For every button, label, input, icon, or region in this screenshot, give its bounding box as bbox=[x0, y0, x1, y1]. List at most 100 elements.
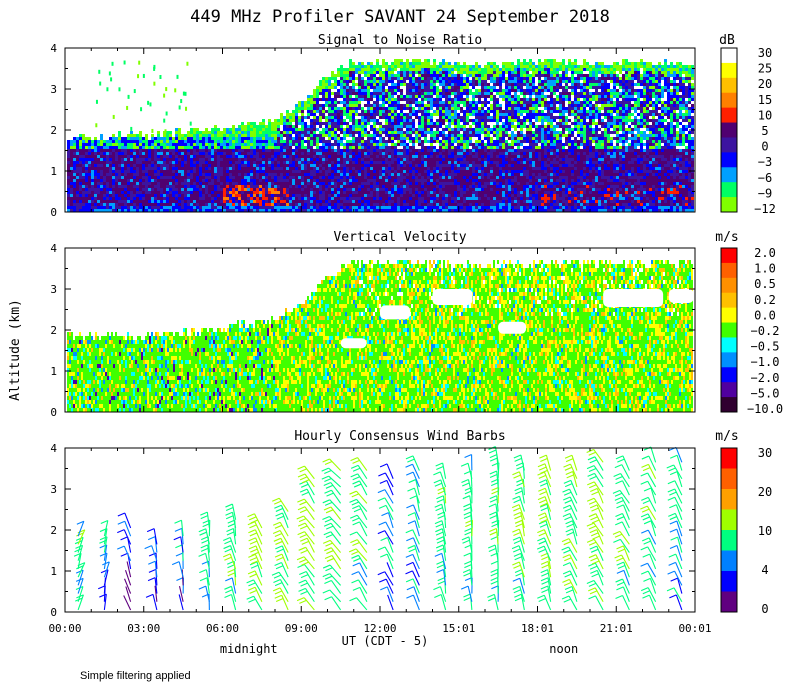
snr-cell bbox=[196, 197, 199, 200]
snr-cell bbox=[292, 128, 295, 131]
snr-cell bbox=[319, 101, 322, 104]
snr-cell bbox=[178, 209, 181, 212]
snr-cell bbox=[274, 176, 277, 179]
snr-cell bbox=[397, 98, 400, 101]
snr-cell bbox=[262, 146, 265, 149]
snr-cell bbox=[160, 194, 163, 197]
snr-cell bbox=[442, 116, 445, 119]
snr-cell bbox=[367, 80, 370, 83]
snr-cell bbox=[331, 131, 334, 134]
snr-cell bbox=[148, 197, 151, 200]
snr-cell bbox=[226, 161, 229, 164]
snr-cell bbox=[427, 185, 430, 188]
snr-cell bbox=[436, 134, 439, 137]
snr-cell bbox=[448, 98, 451, 101]
snr-cell bbox=[103, 170, 106, 173]
snr-cell bbox=[352, 191, 355, 194]
snr-cell bbox=[73, 209, 76, 212]
snr-cell bbox=[367, 83, 370, 86]
snr-cell bbox=[133, 143, 136, 146]
snr-cell bbox=[301, 143, 304, 146]
snr-cell bbox=[244, 209, 247, 212]
snr-cell bbox=[376, 170, 379, 173]
snr-cell bbox=[304, 107, 307, 110]
snr-cell bbox=[454, 119, 457, 122]
snr-cell bbox=[436, 140, 439, 143]
snr-cell bbox=[427, 89, 430, 92]
snr-cell bbox=[190, 149, 193, 152]
snr-cell bbox=[106, 155, 109, 158]
snr-cell bbox=[343, 155, 346, 158]
snr-cell bbox=[97, 197, 100, 200]
snr-cell bbox=[142, 155, 145, 158]
snr-cell bbox=[169, 134, 172, 137]
snr-cell bbox=[337, 104, 340, 107]
snr-cell bbox=[421, 134, 424, 137]
snr-cell bbox=[259, 173, 262, 176]
snr-cell bbox=[277, 152, 280, 155]
snr-cell bbox=[73, 170, 76, 173]
snr-cell bbox=[313, 122, 316, 125]
snr-cell bbox=[415, 182, 418, 185]
snr-cell bbox=[292, 143, 295, 146]
snr-cell bbox=[157, 179, 160, 182]
snr-cell bbox=[394, 146, 397, 149]
snr-cell bbox=[175, 173, 178, 176]
snr-cell bbox=[310, 119, 313, 122]
snr-cell bbox=[196, 158, 199, 161]
snr-cell bbox=[85, 137, 88, 140]
snr-cell bbox=[406, 128, 409, 131]
snr-cell bbox=[370, 83, 373, 86]
snr-cell bbox=[379, 140, 382, 143]
snr-cell bbox=[469, 101, 472, 104]
snr-cell bbox=[268, 128, 271, 131]
snr-cell bbox=[403, 155, 406, 158]
snr-cell bbox=[424, 182, 427, 185]
snr-cell bbox=[271, 155, 274, 158]
snr-cell bbox=[436, 125, 439, 128]
snr-cell bbox=[229, 158, 232, 161]
snr-cell bbox=[355, 176, 358, 179]
snr-cell bbox=[394, 158, 397, 161]
snr-cell bbox=[445, 197, 448, 200]
snr-cell bbox=[334, 149, 337, 152]
snr-cell bbox=[313, 92, 316, 95]
snr-cell bbox=[373, 209, 376, 212]
snr-cell bbox=[298, 176, 301, 179]
snr-cell bbox=[466, 104, 469, 107]
snr-cell bbox=[118, 185, 121, 188]
snr-cell bbox=[88, 185, 91, 188]
snr-cell bbox=[454, 170, 457, 173]
snr-cell bbox=[385, 197, 388, 200]
snr-cell bbox=[253, 203, 256, 206]
snr-cell bbox=[193, 167, 196, 170]
snr-cell bbox=[400, 116, 403, 119]
snr-cell bbox=[466, 185, 469, 188]
snr-cell bbox=[433, 86, 436, 89]
snr-cell bbox=[148, 203, 151, 206]
snr-cell bbox=[373, 98, 376, 101]
snr-cell bbox=[97, 161, 100, 164]
snr-cell bbox=[292, 200, 295, 203]
snr-cell bbox=[196, 152, 199, 155]
snr-cell bbox=[313, 89, 316, 92]
snr-cell bbox=[460, 68, 463, 71]
snr-cell bbox=[382, 155, 385, 158]
snr-cell bbox=[424, 206, 427, 209]
snr-cell bbox=[187, 197, 190, 200]
snr-cell bbox=[178, 155, 181, 158]
snr-cell bbox=[424, 131, 427, 134]
snr-cell bbox=[130, 206, 133, 209]
snr-cell bbox=[109, 164, 112, 167]
snr-cell bbox=[322, 170, 325, 173]
snr-cell bbox=[349, 83, 352, 86]
snr-cell bbox=[181, 185, 184, 188]
snr-cell bbox=[364, 152, 367, 155]
snr-cell bbox=[325, 80, 328, 83]
snr-cell bbox=[463, 197, 466, 200]
snr-cell bbox=[88, 179, 91, 182]
snr-cell bbox=[463, 131, 466, 134]
snr-cell bbox=[442, 92, 445, 95]
snr-cell bbox=[361, 71, 364, 74]
